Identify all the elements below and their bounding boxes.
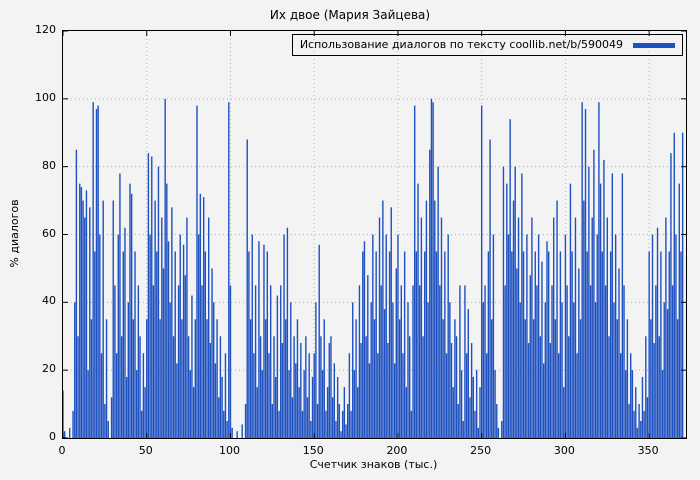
y-tick-label: 80 bbox=[42, 158, 56, 172]
x-tick-label: 300 bbox=[553, 444, 575, 457]
x-tick-label: 150 bbox=[302, 444, 324, 457]
x-tick-label: 0 bbox=[58, 444, 66, 457]
y-tick-label: 100 bbox=[35, 90, 56, 104]
y-tick-label: 20 bbox=[42, 362, 56, 376]
y-tick-label: 60 bbox=[42, 226, 56, 240]
x-tick-label: 100 bbox=[218, 444, 240, 457]
plot-area: Использование диалогов по тексту coollib… bbox=[62, 30, 687, 439]
y-tick-label: 120 bbox=[35, 23, 56, 36]
y-tick-label: 40 bbox=[42, 294, 56, 308]
y-tick-label: 0 bbox=[49, 430, 56, 443]
x-tick-label: 350 bbox=[637, 444, 659, 457]
x-axis-title: Счетчик знаков (тыс.) bbox=[309, 458, 438, 471]
x-tick-label: 200 bbox=[386, 444, 408, 457]
x-tick-label: 50 bbox=[138, 444, 153, 457]
bars-svg bbox=[63, 31, 686, 438]
legend-label: Использование диалогов по тексту coollib… bbox=[299, 38, 623, 51]
x-tick-label: 250 bbox=[470, 444, 492, 457]
chart-title: Их двое (Мария Зайцева) bbox=[269, 8, 431, 22]
legend-swatch bbox=[633, 42, 675, 48]
legend: Использование диалогов по тексту coollib… bbox=[291, 34, 683, 56]
y-axis-title: % диалогов bbox=[8, 199, 21, 268]
